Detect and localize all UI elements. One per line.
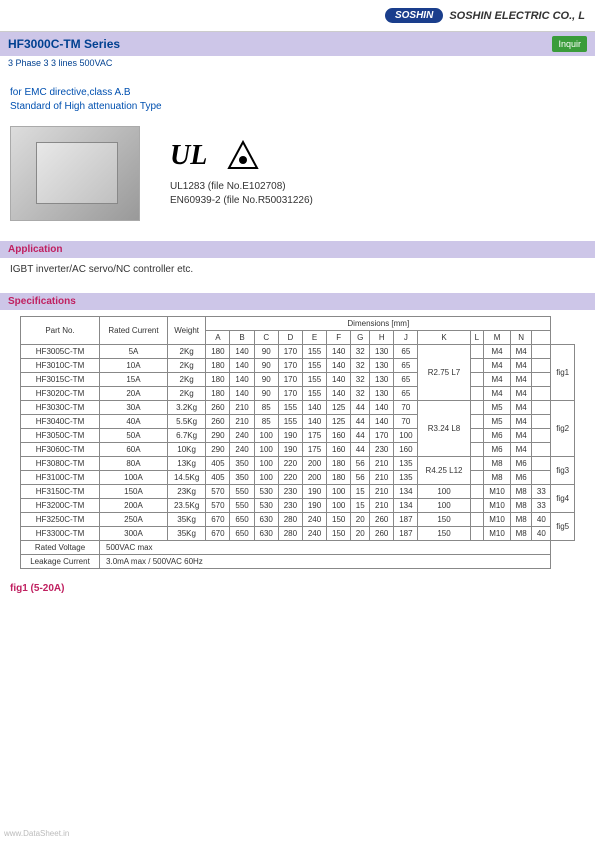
th-dim-D: D [278,331,302,345]
table-row: HF3250C-TM250A35Kg6706506302802401502026… [21,513,575,527]
table-row: HF3040C-TM40A5.5Kg2602108515514012544140… [21,415,575,429]
table-row: HF3050C-TM50A6.7Kg2902401001901751604417… [21,429,575,443]
table-row: HF3100C-TM100A14.5Kg40535010022020018056… [21,471,575,485]
application-text: IGBT inverter/AC servo/NC controller etc… [0,258,595,281]
logo-badge: SOSHIN [385,8,443,23]
company-name: SOSHIN ELECTRIC CO., L [449,10,585,22]
table-row: HF3005C-TM5A2Kg180140901701551403213065R… [21,345,575,359]
title-bar: HF3000C-TM Series Inquir [0,32,595,56]
table-row: HF3020C-TM20A2Kg180140901701551403213065… [21,387,575,401]
table-header-row: Part No. Rated Current Weight Dimensions… [21,317,575,331]
product-image [10,126,140,221]
cert-en: EN60939-2 (file No.R50031226) [170,194,313,208]
th-dim-B: B [230,331,254,345]
table-row: HF3150C-TM150A23Kg5705505302301901001521… [21,485,575,499]
table-row: HF3015C-TM15A2Kg180140901701551403213065… [21,373,575,387]
product-section: UL UL1283 (file No.E102708) EN60939-2 (f… [0,118,595,229]
th-dim-E: E [302,331,326,345]
fig-label: fig1 (5-20A) [0,569,595,598]
tuv-logo-icon [227,140,259,172]
rated-voltage-value: 500VAC max [100,541,551,555]
th-dim-A: A [206,331,230,345]
th-dimensions: Dimensions [mm] [206,317,551,331]
application-header: Application [0,241,595,258]
leakage-row: Leakage Current 3.0mA max / 500VAC 60Hz [21,555,575,569]
cert-logos: UL [170,140,313,172]
th-dim-F: F [327,331,351,345]
table-row: HF3200C-TM200A23.5Kg57055053023019010015… [21,499,575,513]
th-dim-M: M [484,331,511,345]
th-dim-N: N [510,331,532,345]
leakage-value: 3.0mA max / 500VAC 60Hz [100,555,551,569]
specifications-label: Specifications [8,296,76,307]
leakage-label: Leakage Current [21,555,100,569]
inquire-button[interactable]: Inquir [552,36,587,52]
table-row: HF3080C-TM80A13Kg40535010022020018056210… [21,457,575,471]
specifications-header: Specifications [0,293,595,310]
ul-logo-icon: UL [170,140,207,172]
series-title: HF3000C-TM Series [8,37,120,51]
desc-line1: for EMC directive,class A.B [10,86,585,100]
description: for EMC directive,class A.B Standard of … [0,74,595,118]
spec-table: Part No. Rated Current Weight Dimensions… [20,316,575,569]
table-row: HF3300C-TM300A35Kg6706506302802401502026… [21,527,575,541]
th-dim-L: L [470,331,484,345]
application-label: Application [8,244,62,255]
table-row: HF3060C-TM60A10Kg29024010019017516044230… [21,443,575,457]
cert-ul: UL1283 (file No.E102708) [170,180,313,194]
cert-text: UL1283 (file No.E102708) EN60939-2 (file… [170,180,313,208]
cert-section: UL UL1283 (file No.E102708) EN60939-2 (f… [170,140,313,208]
th-current: Rated Current [100,317,168,345]
th-weight: Weight [167,317,205,345]
subtitle: 3 Phase 3 3 lines 500VAC [0,56,595,74]
th-dim-J: J [394,331,418,345]
table-row: HF3030C-TM30A3.2Kg2602108515514012544140… [21,401,575,415]
page-header: SOSHIN SOSHIN ELECTRIC CO., L [0,0,595,32]
table-row: HF3010C-TM10A2Kg180140901701551403213065… [21,359,575,373]
th-fig [532,331,551,345]
th-dim-K: K [418,331,470,345]
desc-line2: Standard of High attenuation Type [10,100,585,114]
th-dim-G: G [351,331,370,345]
rated-voltage-row: Rated Voltage 500VAC max [21,541,575,555]
th-dim-C: C [254,331,278,345]
th-dim-H: H [370,331,394,345]
th-partno: Part No. [21,317,100,345]
watermark: www.DataSheet.in [4,829,69,838]
rated-voltage-label: Rated Voltage [21,541,100,555]
